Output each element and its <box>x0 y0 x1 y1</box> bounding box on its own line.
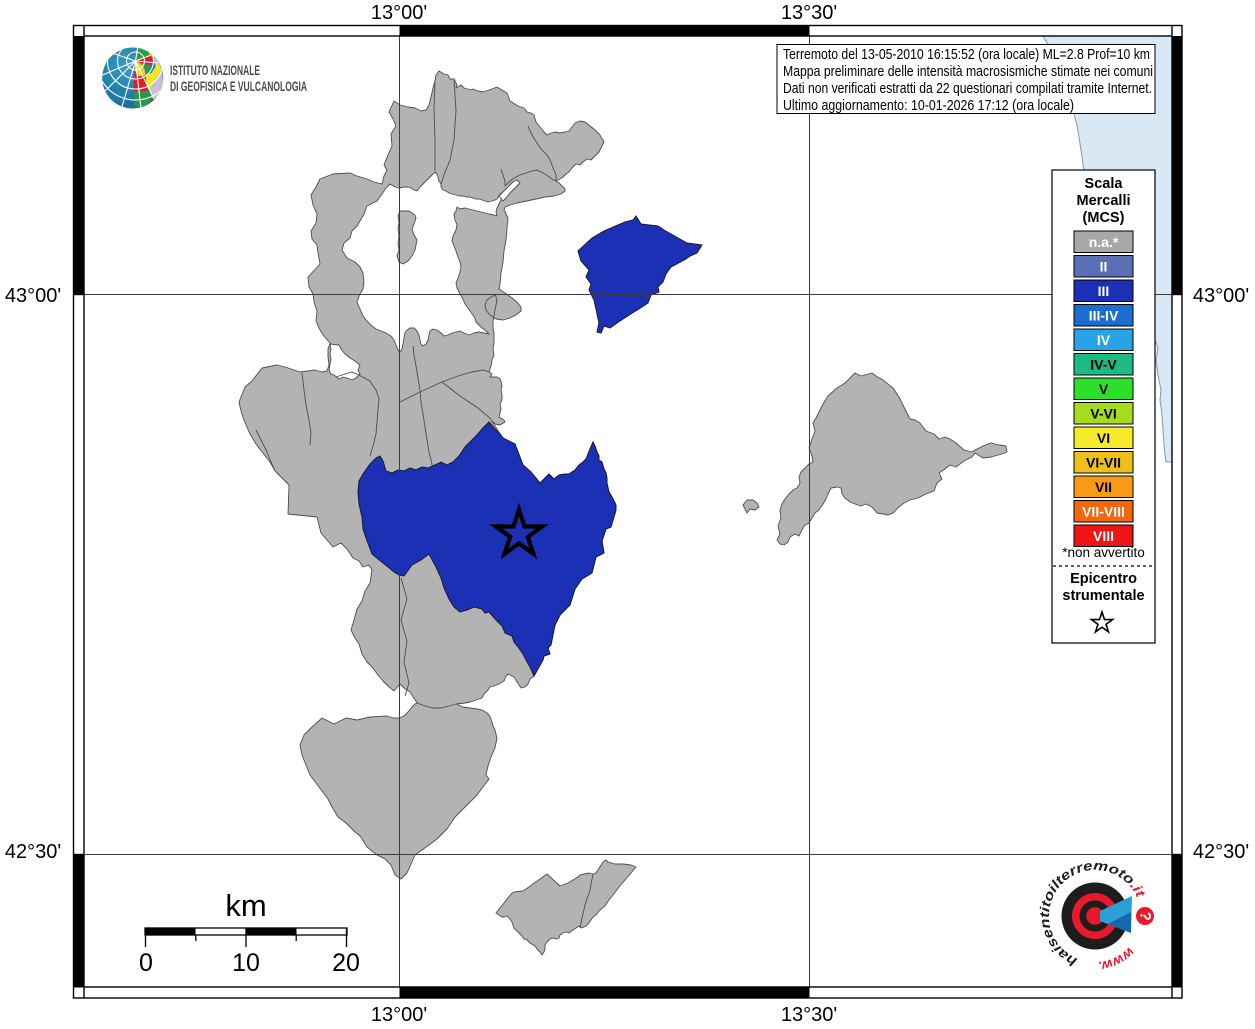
svg-text:Mappa preliminare delle intens: Mappa preliminare delle intensità macros… <box>783 64 1153 80</box>
svg-text:(MCS): (MCS) <box>1083 210 1125 226</box>
svg-text:VI-VII: VI-VII <box>1086 455 1121 471</box>
svg-text:Terremoto del 13-05-2010 16:15: Terremoto del 13-05-2010 16:15:52 (ora l… <box>783 47 1150 63</box>
svg-text:strumentale: strumentale <box>1062 588 1144 604</box>
svg-text:42°30': 42°30' <box>5 841 61 863</box>
svg-text:VI: VI <box>1097 430 1110 446</box>
svg-text:V: V <box>1099 381 1109 397</box>
svg-text:ISTITUTO NAZIONALE: ISTITUTO NAZIONALE <box>170 63 260 78</box>
svg-text:DI GEOFISICA E VULCANOLOGIA: DI GEOFISICA E VULCANOLOGIA <box>170 79 307 94</box>
svg-text:13°30': 13°30' <box>781 1004 837 1024</box>
svg-text:II: II <box>1100 259 1108 275</box>
svg-text:43°00': 43°00' <box>5 285 61 307</box>
svg-text:0: 0 <box>139 949 153 977</box>
svg-text:km: km <box>225 888 266 923</box>
svg-text:42°30': 42°30' <box>1193 841 1249 863</box>
svg-text:III: III <box>1098 283 1110 299</box>
svg-text:V-VI: V-VI <box>1090 406 1116 422</box>
svg-text:13°00': 13°00' <box>371 1004 427 1024</box>
svg-text:43°00': 43°00' <box>1193 285 1249 307</box>
svg-text:Mercalli: Mercalli <box>1077 193 1131 209</box>
svg-text:VIII: VIII <box>1093 528 1114 544</box>
svg-text:13°30': 13°30' <box>781 2 837 24</box>
svg-text:IV: IV <box>1097 332 1111 348</box>
svg-text:10: 10 <box>232 949 260 977</box>
svg-text:VII-VIII: VII-VIII <box>1082 504 1125 520</box>
svg-text:Scala: Scala <box>1085 176 1124 192</box>
svg-text:IV-V: IV-V <box>1090 357 1117 373</box>
svg-text:20: 20 <box>332 949 360 977</box>
svg-text:13°00': 13°00' <box>371 2 427 24</box>
svg-text:Ultimo aggiornamento: 10-01-20: Ultimo aggiornamento: 10-01-2026 17:12 (… <box>783 98 1074 114</box>
svg-text:Dati non verificati estratti d: Dati non verificati estratti da 22 quest… <box>783 81 1152 97</box>
svg-text:*non avvertito: *non avvertito <box>1062 545 1145 560</box>
svg-text:VII: VII <box>1095 479 1112 495</box>
svg-text:Epicentro: Epicentro <box>1070 571 1137 587</box>
svg-text:n.a.*: n.a.* <box>1089 234 1119 250</box>
svg-text:?: ? <box>1136 911 1154 922</box>
svg-text:III-IV: III-IV <box>1089 308 1119 324</box>
